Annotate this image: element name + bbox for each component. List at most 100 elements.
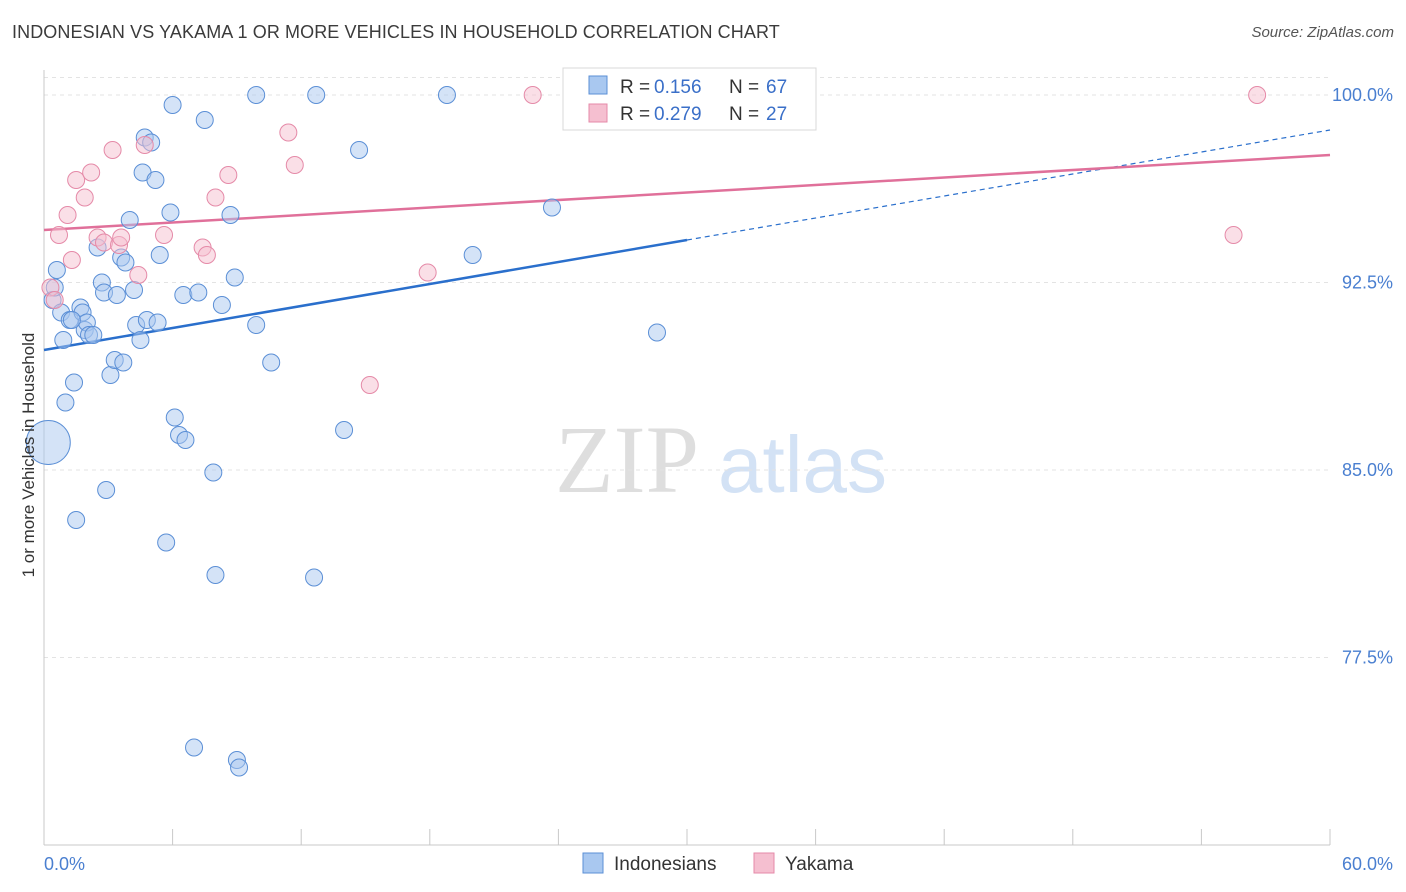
indonesians-point bbox=[350, 141, 369, 159]
watermark: ZIP atlas bbox=[555, 406, 887, 513]
indonesians-point bbox=[65, 373, 84, 392]
yakama-point bbox=[58, 206, 77, 224]
bottom-legend-swatch-yakama bbox=[753, 852, 775, 874]
indonesians-point bbox=[204, 463, 223, 482]
indonesians-point bbox=[247, 86, 266, 104]
indonesians-point bbox=[25, 420, 71, 465]
bottom-legend: Indonesians Yakama bbox=[582, 852, 854, 875]
chart-title: INDONESIAN VS YAKAMA 1 OR MORE VEHICLES … bbox=[12, 22, 780, 42]
yakama-point bbox=[95, 233, 114, 252]
indonesians-point bbox=[247, 316, 266, 334]
indonesians-point bbox=[221, 206, 240, 224]
indonesians-point bbox=[542, 198, 561, 217]
indonesians-point bbox=[125, 281, 144, 299]
yakama-point bbox=[285, 156, 304, 174]
indonesians-point bbox=[148, 313, 167, 332]
indonesians-point bbox=[161, 203, 180, 222]
indonesians-point bbox=[262, 353, 281, 372]
indonesians-point bbox=[185, 738, 204, 757]
yakama-point bbox=[67, 171, 86, 189]
legend: R = 0.156 N = 67 R = 0.279 N = 27 bbox=[562, 67, 817, 131]
yakama-point bbox=[219, 166, 238, 184]
legend-n-label: N = bbox=[729, 104, 759, 125]
legend-r-value: 0.279 bbox=[654, 104, 702, 125]
indonesians-point bbox=[335, 421, 354, 439]
yakama-point bbox=[279, 123, 298, 142]
indonesians-point bbox=[463, 246, 482, 264]
y-axis-label: 1 or more Vehicles in Household bbox=[19, 333, 38, 578]
indonesians-point bbox=[56, 393, 75, 412]
yakama-point bbox=[103, 141, 122, 159]
y-tick-label: 100.0% bbox=[1332, 85, 1393, 105]
bottom-legend-swatch-indonesians bbox=[582, 852, 604, 874]
indonesians-point bbox=[67, 511, 86, 529]
indonesians-point bbox=[62, 311, 81, 329]
indonesians-point bbox=[120, 211, 139, 229]
indonesians-point bbox=[230, 758, 249, 777]
indonesians-point bbox=[116, 253, 135, 272]
yakama-point bbox=[50, 226, 69, 244]
bottom-legend-label-yakama: Yakama bbox=[785, 854, 854, 875]
indonesians-trendline bbox=[43, 238, 688, 352]
y-tick-label: 85.0% bbox=[1342, 460, 1393, 480]
yakama-point bbox=[418, 263, 437, 282]
yakama-point bbox=[135, 136, 154, 154]
yakama-point bbox=[1224, 226, 1243, 244]
bottom-legend-label-indonesians: Indonesians bbox=[614, 854, 716, 875]
indonesians-point bbox=[107, 286, 126, 304]
yakama-point bbox=[129, 266, 148, 284]
indonesians-point bbox=[157, 533, 176, 552]
indonesians-point bbox=[212, 296, 231, 314]
yakama-point bbox=[45, 291, 64, 309]
yakama-point bbox=[62, 251, 81, 269]
yakama-point bbox=[112, 228, 131, 247]
yakama-point bbox=[82, 163, 101, 182]
indonesians-point bbox=[206, 566, 225, 584]
indonesians-point bbox=[195, 111, 214, 129]
yakama-point bbox=[197, 246, 216, 264]
indonesians-point bbox=[174, 286, 193, 304]
yakama-point bbox=[360, 376, 379, 394]
indonesians-point bbox=[150, 246, 169, 264]
indonesians-point bbox=[305, 568, 324, 587]
legend-swatch-yakama bbox=[588, 103, 608, 123]
legend-r-value: 0.156 bbox=[654, 77, 702, 98]
indonesians-point bbox=[163, 96, 182, 114]
yakama-point bbox=[75, 188, 94, 207]
legend-n-label: N = bbox=[729, 77, 759, 98]
yakama-trendline bbox=[43, 153, 1331, 232]
indonesians-point bbox=[647, 323, 666, 342]
watermark-zip: ZIP bbox=[555, 406, 699, 513]
legend-r-label: R = bbox=[620, 77, 650, 98]
yakama-point bbox=[523, 86, 542, 104]
indonesians-point bbox=[97, 481, 116, 499]
legend-r-label: R = bbox=[620, 104, 650, 125]
indonesians-point bbox=[176, 431, 195, 449]
yakama-point bbox=[1248, 86, 1267, 104]
indonesians-point bbox=[146, 171, 165, 189]
indonesians-point bbox=[131, 331, 150, 349]
x-tick-label: 0.0% bbox=[44, 854, 85, 874]
chart-source: Source: ZipAtlas.com bbox=[1251, 24, 1394, 41]
legend-n-value: 27 bbox=[766, 104, 787, 125]
indonesians-point bbox=[225, 268, 244, 287]
y-tick-label: 77.5% bbox=[1342, 648, 1393, 668]
indonesians-point bbox=[114, 353, 133, 372]
indonesians-point bbox=[47, 261, 66, 279]
legend-swatch-indonesians bbox=[588, 75, 608, 95]
yakama-point bbox=[206, 188, 225, 207]
indonesians-trendline-extension bbox=[686, 129, 1331, 241]
x-tick-label: 60.0% bbox=[1342, 854, 1393, 874]
indonesians-point bbox=[189, 283, 208, 302]
y-tick-label: 92.5% bbox=[1342, 273, 1393, 293]
watermark-atlas: atlas bbox=[718, 420, 887, 509]
legend-n-value: 67 bbox=[766, 77, 787, 98]
indonesians-point bbox=[307, 86, 326, 104]
yakama-point bbox=[155, 226, 174, 244]
indonesians-point bbox=[101, 366, 120, 384]
indonesians-point bbox=[165, 408, 184, 427]
indonesians-point bbox=[54, 331, 73, 349]
indonesians-point bbox=[437, 86, 456, 104]
indonesians-point bbox=[84, 326, 103, 344]
